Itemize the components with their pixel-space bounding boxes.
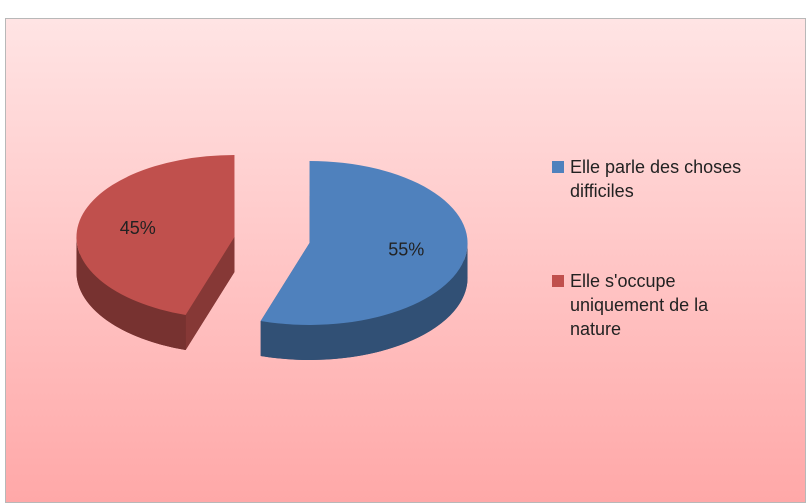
pie-slice (260, 160, 468, 360)
legend-swatch (552, 275, 564, 287)
slice-top (76, 155, 235, 316)
slice-cut-face (185, 237, 235, 351)
slice-side (260, 242, 468, 360)
data-label: 55% (388, 240, 424, 260)
legend-label: Elle s'occupe uniquement de la nature (570, 271, 709, 339)
data-label: 45% (120, 218, 156, 238)
pie-slice (76, 155, 235, 351)
legend-label: Elle parle des choses difficiles (570, 157, 742, 201)
slice-side (76, 237, 186, 351)
legend-swatch (552, 161, 564, 173)
slice-top (260, 160, 468, 325)
